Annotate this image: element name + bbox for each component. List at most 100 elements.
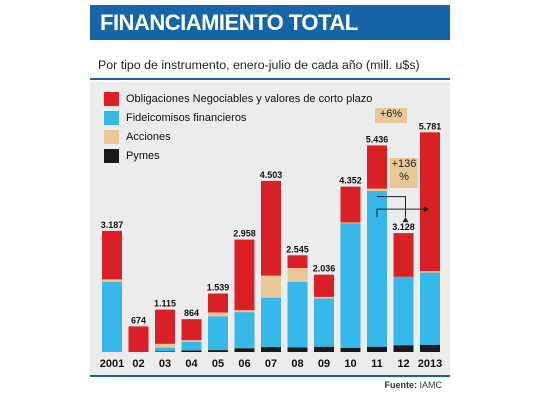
- x-tick-12: 12: [397, 358, 409, 370]
- bar-obligaciones-negociables-y-valores-de-corto-plazo-09: [314, 274, 334, 297]
- bar-obligaciones-negociables-y-valores-de-corto-plazo-06: [234, 239, 255, 311]
- bar-obligaciones-negociables-y-valores-de-corto-plazo-10: [340, 186, 361, 223]
- bar-pymes-09: [314, 346, 334, 352]
- bottom-divider: [90, 375, 450, 377]
- bar-fideicomisos-financieros-03: [155, 347, 175, 352]
- bar-acciones-2013: [420, 271, 440, 273]
- total-label-05: 1.539: [207, 283, 230, 293]
- total-label-03: 1.115: [154, 299, 176, 309]
- legend-swatch-acciones: [104, 130, 119, 144]
- arrow-line-2013: [376, 208, 424, 218]
- subtitle-divider: [90, 78, 450, 80]
- bar-fideicomisos-financieros-2013: [420, 272, 440, 345]
- bar-fideicomisos-financieros-07: [261, 297, 281, 348]
- total-label-09: 2.036: [313, 264, 336, 274]
- bar-chart: 3.187 674 1.115 864 1.539 2.958 4.503 2.545 2.03…: [100, 121, 442, 370]
- growth-callout-2012: +136 %: [390, 158, 418, 188]
- x-tick-03: 03: [159, 358, 171, 370]
- bar-obligaciones-negociables-y-valores-de-corto-plazo-02: [128, 326, 149, 352]
- bar-fideicomisos-financieros-04: [181, 341, 202, 351]
- bar-pymes-04: [181, 350, 202, 352]
- x-tick-02: 02: [132, 358, 144, 370]
- arrow-head-2013: [424, 206, 429, 213]
- x-tick-11: 11: [371, 358, 383, 370]
- bar-obligaciones-negociables-y-valores-de-corto-plazo-12: [393, 233, 414, 277]
- legend-label-pymes: Pymes: [126, 150, 160, 162]
- bar-fideicomisos-financieros-2001: [102, 281, 122, 352]
- bar-obligaciones-negociables-y-valores-de-corto-plazo-08: [287, 255, 308, 269]
- bar-obligaciones-negociables-y-valores-de-corto-plazo-2013: [420, 132, 440, 272]
- bar-acciones-2001: [102, 279, 122, 282]
- x-tick-08: 08: [291, 358, 303, 370]
- bar-pymes-03: [155, 351, 175, 352]
- x-tick-07: 07: [265, 358, 277, 370]
- bar-pymes-2013: [420, 344, 440, 352]
- bar-acciones-05: [208, 312, 228, 317]
- legend-swatch-pymes: [104, 149, 119, 163]
- bar-pymes-10: [340, 347, 361, 352]
- growth-arrows: [376, 196, 429, 223]
- legend-swatch-obligaciones: [104, 92, 119, 106]
- x-tick-2001: 2001: [100, 358, 124, 370]
- bar-acciones-03: [155, 343, 175, 348]
- chart-title: FINANCIAMIENTO TOTAL: [100, 10, 358, 35]
- bar-fideicomisos-financieros-09: [314, 298, 334, 347]
- x-tick-06: 06: [238, 358, 250, 370]
- bar-pymes-07: [261, 347, 281, 352]
- bar-pymes-05: [208, 350, 228, 352]
- bar-acciones-07: [261, 275, 281, 298]
- chart-subtitle: Por tipo de instrumento, enero-julio de …: [98, 58, 420, 72]
- bar-fideicomisos-financieros-10: [340, 223, 361, 348]
- source-label: Fuente:: [384, 380, 417, 390]
- bar-obligaciones-negociables-y-valores-de-corto-plazo-11: [367, 145, 387, 189]
- arrow-head-2012: [402, 217, 409, 223]
- bar-acciones-09: [314, 296, 334, 299]
- source-note: Fuente: IAMC: [384, 380, 442, 390]
- bar-fideicomisos-financieros-12: [393, 276, 414, 346]
- bar-pymes-08: [287, 347, 308, 352]
- legend-label-obligaciones: Obligaciones Negociables y valores de co…: [126, 93, 373, 105]
- x-tick-05: 05: [212, 358, 224, 370]
- bar-obligaciones-negociables-y-valores-de-corto-plazo-07: [261, 180, 281, 276]
- bar-pymes-12: [393, 345, 414, 352]
- bar-acciones-10: [340, 222, 361, 224]
- total-label-07: 4.503: [260, 170, 283, 180]
- total-label-2001: 3.187: [101, 220, 124, 230]
- total-label-02: 674: [131, 315, 146, 325]
- bar-pymes-06: [234, 348, 255, 352]
- x-tick-04: 04: [185, 358, 198, 370]
- bar-acciones-04: [181, 340, 202, 342]
- bar-fideicomisos-financieros-05: [208, 316, 228, 351]
- total-label-11: 5.436: [366, 134, 389, 144]
- growth-callout-2013: +6%: [375, 108, 407, 123]
- bar-obligaciones-negociables-y-valores-de-corto-plazo-2001: [102, 230, 122, 280]
- title-bar: FINANCIAMIENTO TOTAL: [90, 5, 450, 40]
- legend-label-fideicomisos: Fideicomisos financieros: [126, 112, 247, 124]
- bar-acciones-11: [367, 188, 387, 191]
- bar-fideicomisos-financieros-08: [287, 281, 308, 348]
- legend-swatch-fideicomisos: [104, 111, 119, 125]
- total-label-12: 3.128: [392, 222, 415, 232]
- bar-acciones-08: [287, 268, 308, 282]
- total-label-06: 2.958: [233, 229, 256, 239]
- chart-area: Obligaciones Negociables y valores de co…: [90, 82, 450, 375]
- total-label-08: 2.545: [286, 244, 309, 254]
- bar-stacks: [102, 132, 440, 352]
- arrow-line-2012: [377, 196, 406, 218]
- value-labels: 3.187 674 1.115 864 1.539 2.958 4.503 2.545 2.03…: [101, 121, 442, 325]
- x-axis-ticks: 2001 02 03 04 05 06 07 08 09 10 11 12 2013: [100, 358, 442, 370]
- x-tick-09: 09: [318, 358, 330, 370]
- bar-pymes-11: [367, 346, 387, 352]
- bar-obligaciones-negociables-y-valores-de-corto-plazo-05: [208, 293, 228, 313]
- x-tick-10: 10: [344, 358, 356, 370]
- bar-obligaciones-negociables-y-valores-de-corto-plazo-03: [155, 309, 175, 344]
- total-label-10: 4.352: [339, 176, 362, 186]
- source-name: IAMC: [419, 380, 443, 390]
- total-label-04: 864: [184, 308, 199, 318]
- legend-label-acciones: Acciones: [126, 131, 171, 143]
- bar-fideicomisos-financieros-11: [367, 190, 387, 347]
- x-tick-2013: 2013: [418, 358, 442, 370]
- bar-obligaciones-negociables-y-valores-de-corto-plazo-04: [181, 319, 202, 341]
- bar-acciones-06: [234, 310, 255, 313]
- chart-card: FINANCIAMIENTO TOTAL Por tipo de instrum…: [90, 0, 450, 405]
